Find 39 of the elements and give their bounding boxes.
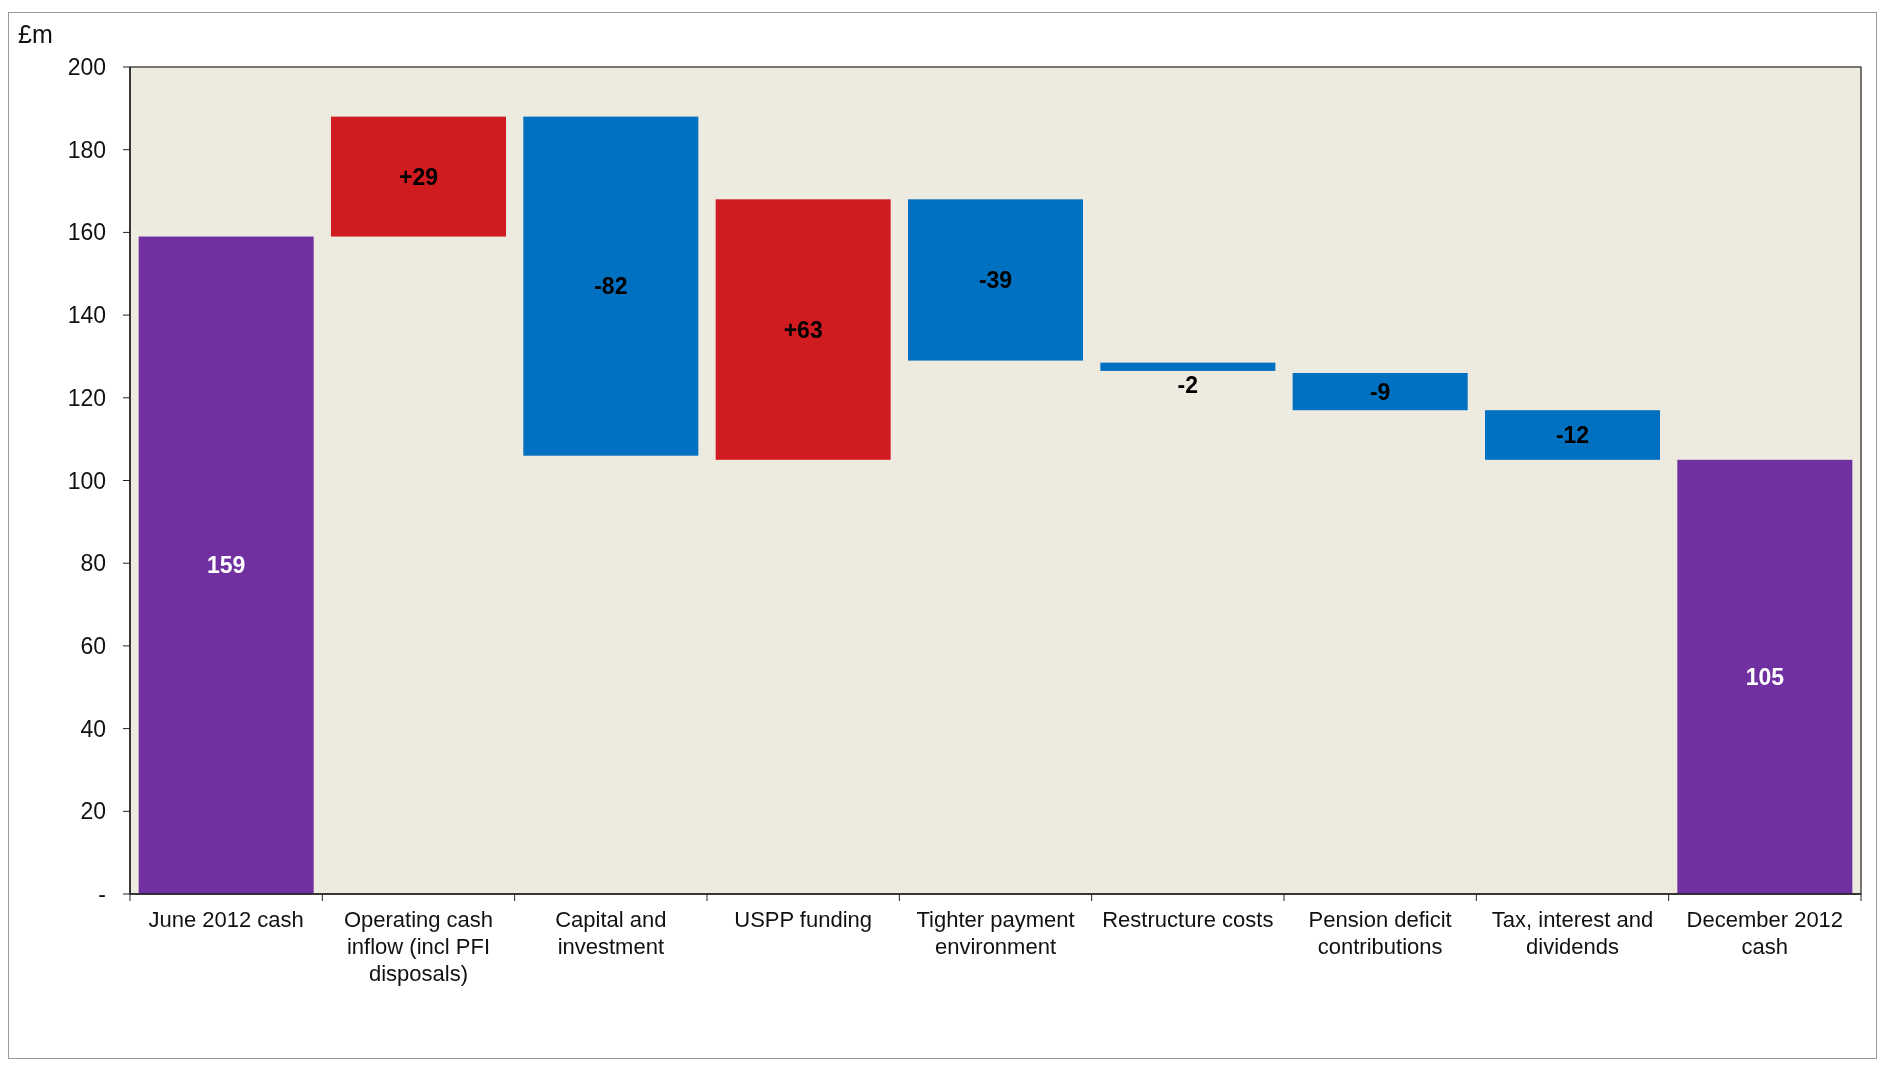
y-tick-label: 20	[80, 798, 106, 825]
y-tick-label: 40	[80, 715, 106, 742]
data-label: -82	[594, 273, 628, 300]
bar	[1677, 459, 1853, 894]
y-tick-label: 160	[67, 219, 106, 246]
data-label: -2	[1177, 371, 1199, 398]
data-label: -9	[1369, 378, 1391, 405]
y-tick-label: 60	[80, 632, 106, 659]
bar	[715, 199, 891, 460]
data-label: -12	[1555, 422, 1590, 449]
x-tick-label: Capital and investment	[555, 907, 667, 959]
bar	[330, 116, 507, 237]
data-label: +29	[398, 163, 439, 190]
y-tick-label: 80	[80, 550, 106, 577]
bar	[523, 116, 699, 456]
data-label: +63	[783, 316, 823, 343]
data-label: 105	[1745, 663, 1785, 690]
y-tick-label: 120	[67, 384, 106, 411]
bar	[1292, 372, 1468, 411]
x-tick-label: Tax, interest and dividends	[1491, 907, 1654, 959]
y-tick-label: -	[98, 881, 106, 907]
y-axis-title: £m	[18, 20, 53, 48]
y-tick-label: 200	[67, 54, 106, 80]
x-tick-label: December 2012 cash	[1686, 907, 1844, 959]
y-tick-label: 100	[67, 467, 106, 494]
y-tick-label: 180	[67, 136, 106, 163]
bar	[907, 199, 1084, 361]
x-tick-label: USPP funding	[734, 907, 873, 932]
x-tick-label: Pension deficit contributions	[1308, 907, 1452, 959]
bar	[1100, 362, 1276, 371]
bar	[1484, 410, 1661, 460]
data-label: 159	[206, 552, 246, 579]
x-tick-label: Tighter payment environment	[916, 907, 1075, 959]
x-tick-label: June 2012 cash	[148, 907, 304, 932]
x-tick-label: Restructure costs	[1102, 907, 1274, 932]
x-tick-label: Operating cash inflow (incl PFI disposals)	[343, 907, 494, 986]
data-label: -39	[978, 266, 1013, 293]
y-tick-label: 140	[67, 302, 106, 329]
bar	[138, 236, 314, 894]
